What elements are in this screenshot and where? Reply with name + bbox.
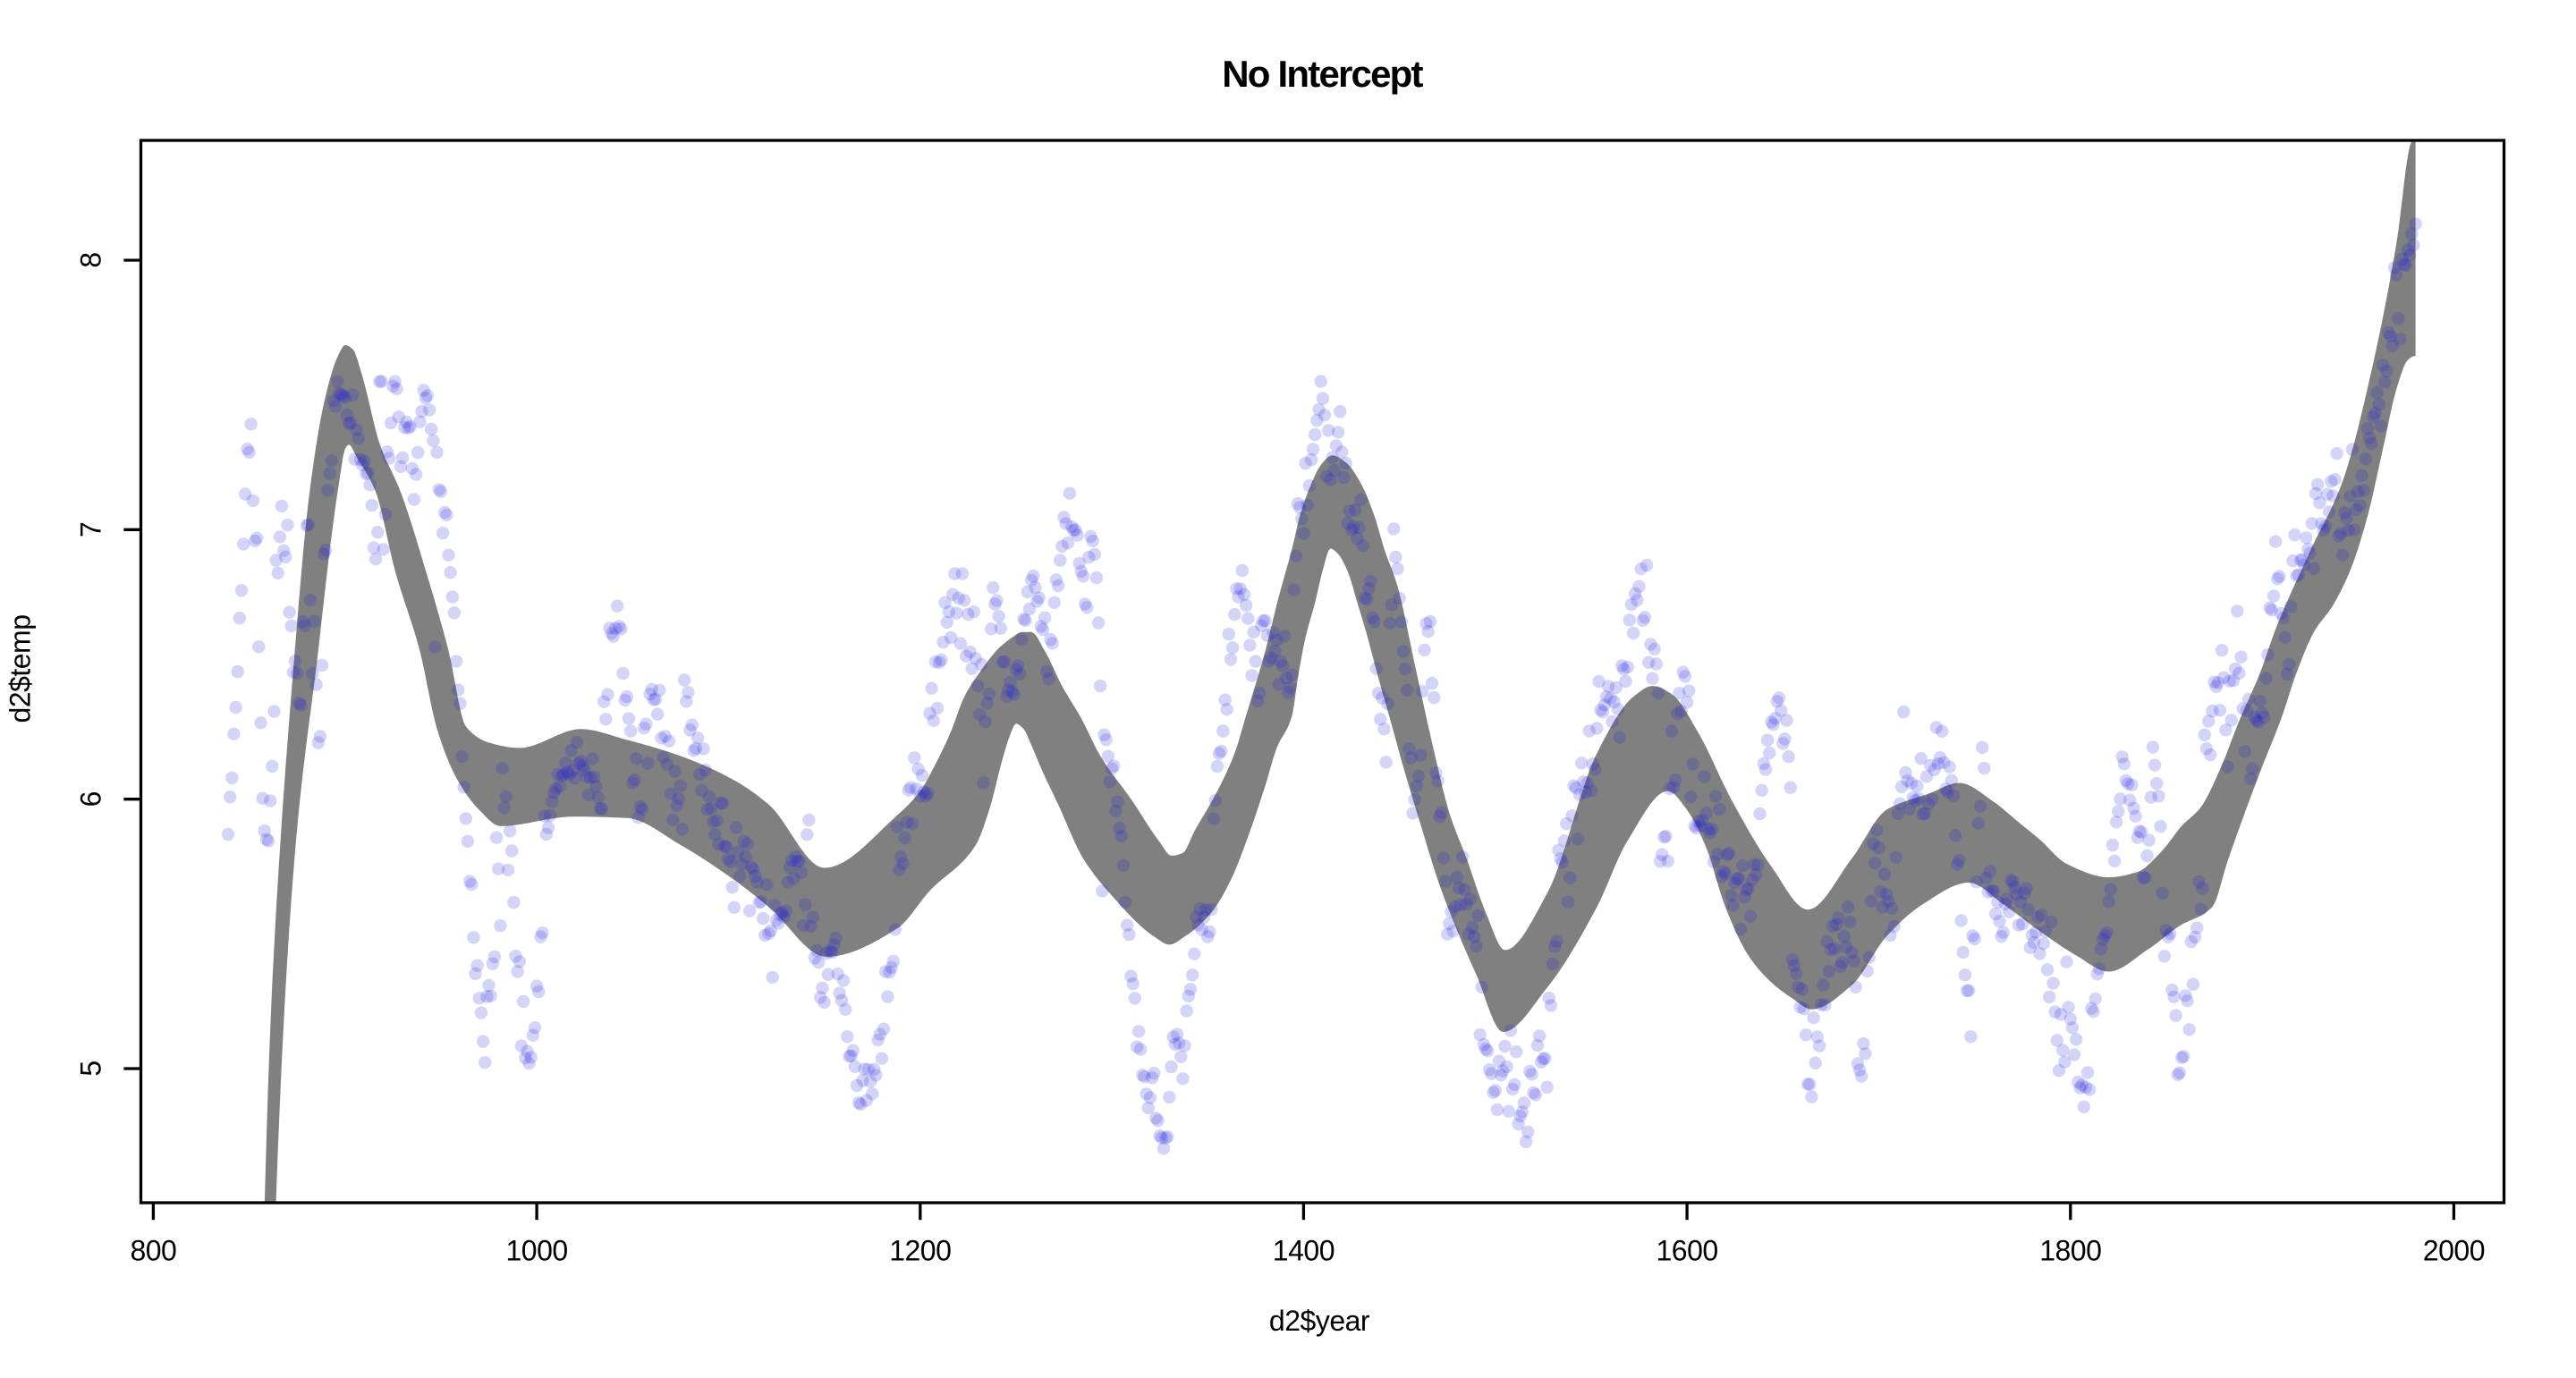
svg-text:2000: 2000	[2423, 1235, 2485, 1267]
svg-text:5: 5	[75, 1061, 107, 1076]
svg-text:6: 6	[75, 791, 107, 807]
svg-text:1600: 1600	[1657, 1235, 1718, 1267]
svg-text:1200: 1200	[889, 1235, 951, 1267]
svg-text:1000: 1000	[506, 1235, 568, 1267]
svg-text:800: 800	[130, 1235, 176, 1267]
svg-text:No Intercept: No Intercept	[1222, 53, 1423, 95]
svg-text:d2$temp: d2$temp	[4, 614, 37, 723]
svg-text:1400: 1400	[1273, 1235, 1335, 1267]
svg-text:d2$year: d2$year	[1269, 1305, 1370, 1337]
svg-text:1800: 1800	[2039, 1235, 2101, 1267]
svg-text:7: 7	[75, 522, 107, 537]
svg-text:8: 8	[75, 252, 107, 267]
